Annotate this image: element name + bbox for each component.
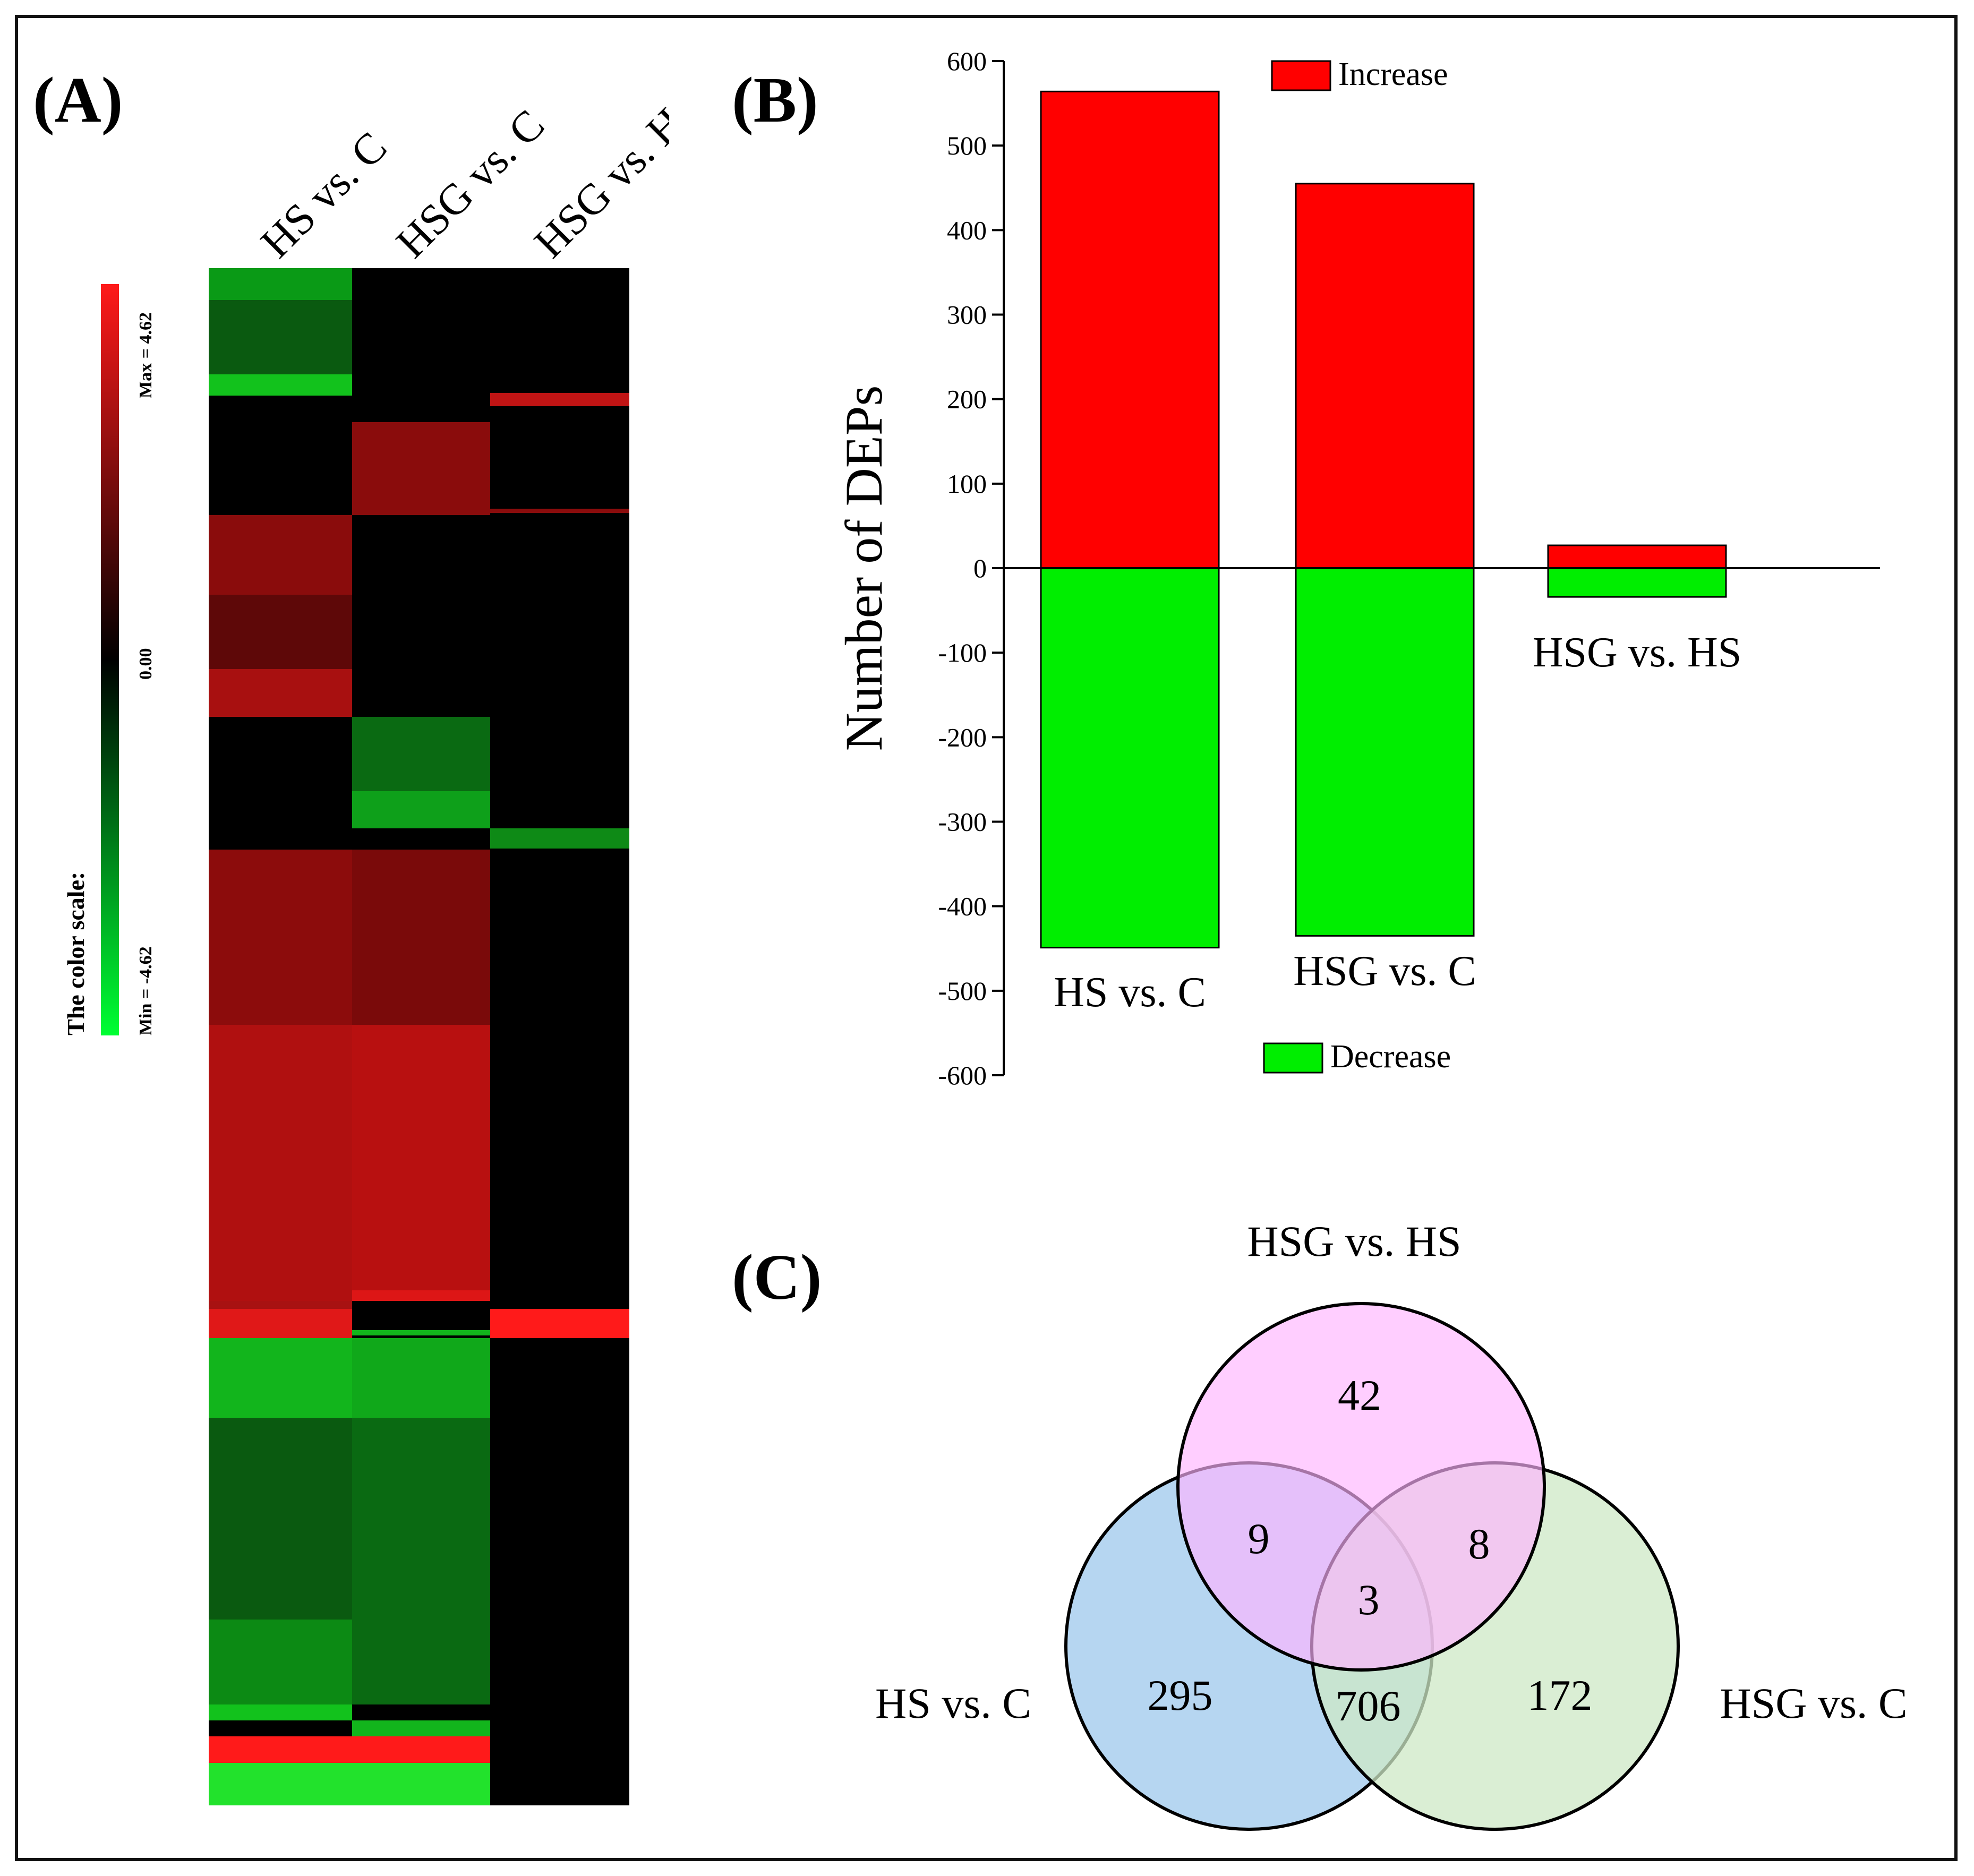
heatmap-cell bbox=[209, 1736, 352, 1763]
bar-y-tick-label: -600 bbox=[938, 1060, 987, 1090]
bar-y-tick-label: 100 bbox=[947, 469, 987, 499]
heatmap-cell bbox=[352, 422, 490, 515]
panel-b-label: (B) bbox=[732, 64, 818, 136]
heatmap-cell bbox=[352, 717, 490, 791]
heatmap-col-header: HSG vs. HS bbox=[525, 81, 669, 267]
color-scale-max-label: Max = 4.62 bbox=[136, 312, 156, 398]
bar-axis: 600 500 400 300 200 100 0 -100 -200 -300 -400 -500 -… bbox=[938, 46, 1880, 1090]
heatmap-cell bbox=[352, 1290, 490, 1301]
bar-y-tick-label: -300 bbox=[938, 807, 987, 837]
venn-set-label-hsg-vs-hs: HSG vs. HS bbox=[1247, 1217, 1461, 1265]
heatmap-cell bbox=[209, 1025, 352, 1301]
venn-count-hs-c-hsg-c: 706 bbox=[1336, 1682, 1401, 1730]
heatmap-cell bbox=[352, 1720, 490, 1736]
heatmap: HS vs. C HSG vs. C HSG vs. HS The color … bbox=[62, 81, 669, 1805]
heatmap-cell bbox=[209, 1620, 352, 1704]
legend-label-decrease: Decrease bbox=[1330, 1039, 1451, 1075]
bar-category-label: HS vs. C bbox=[1054, 969, 1206, 1016]
bar-category-label: HSG vs. HS bbox=[1533, 629, 1741, 676]
heatmap-cell bbox=[209, 300, 352, 374]
bar-y-tick-label: 200 bbox=[947, 384, 987, 414]
heatmap-col-header: HS vs. C bbox=[251, 123, 396, 267]
heatmap-cell bbox=[352, 791, 490, 828]
color-scale-bar bbox=[101, 284, 119, 1035]
heatmap-grid bbox=[209, 268, 629, 1805]
color-scale-title: The color scale: bbox=[62, 872, 89, 1035]
panel-a-label: (A) bbox=[33, 64, 123, 136]
heatmap-cell bbox=[352, 1763, 490, 1805]
venn-count-hs-c-hsg-hs: 9 bbox=[1248, 1514, 1270, 1563]
heatmap-cell bbox=[352, 1025, 490, 1290]
heatmap-cell bbox=[209, 1704, 352, 1720]
bar-category-label: HSG vs. C bbox=[1293, 948, 1476, 995]
bar-y-tick-label: -200 bbox=[938, 722, 987, 752]
heatmap-cell bbox=[209, 850, 352, 1025]
bar-chart: 600 500 400 300 200 100 0 -100 -200 -300 -400 -500 -… bbox=[834, 46, 1880, 1090]
heatmap-cell bbox=[490, 828, 629, 849]
legend-swatch-increase bbox=[1271, 60, 1331, 91]
bar-y-tick-label: -500 bbox=[938, 976, 987, 1006]
heatmap-cell bbox=[209, 1301, 352, 1309]
bar-y-tick-label: 300 bbox=[947, 300, 987, 330]
bar-decrease bbox=[1547, 567, 1727, 598]
bar-layer bbox=[1040, 90, 1727, 949]
venn-diagram: HSG vs. HS HS vs. C HSG vs. C 42 9 8 3 2… bbox=[875, 1217, 1908, 1831]
heatmap-cell bbox=[209, 595, 352, 669]
heatmap-cell bbox=[209, 268, 352, 300]
heatmap-cell bbox=[209, 515, 352, 595]
heatmap-cell bbox=[352, 1338, 490, 1418]
venn-count-hsg-c-hsg-hs: 8 bbox=[1468, 1520, 1490, 1568]
venn-count-only-hsg-vs-c: 172 bbox=[1527, 1671, 1593, 1719]
bar-y-tick-label: 600 bbox=[947, 46, 987, 76]
color-scale-mid-label: 0.00 bbox=[136, 648, 156, 680]
heatmap-cell bbox=[209, 1418, 352, 1620]
heatmap-cell bbox=[209, 1763, 352, 1805]
heatmap-cell bbox=[209, 669, 352, 717]
bar-decrease bbox=[1295, 567, 1475, 937]
figure-frame bbox=[15, 15, 1958, 1861]
venn-circle-hsg-vs-hs bbox=[1176, 1302, 1546, 1672]
heatmap-cell bbox=[490, 509, 629, 513]
heatmap-cell bbox=[490, 1309, 629, 1338]
heatmap-cell bbox=[352, 850, 490, 1025]
heatmap-cell bbox=[352, 1736, 490, 1763]
venn-set-label-hs-vs-c: HS vs. C bbox=[875, 1679, 1031, 1727]
bar-y-tick-label: -400 bbox=[938, 892, 987, 921]
heatmap-cell bbox=[209, 1338, 352, 1418]
bar-y-tick-label: -100 bbox=[938, 638, 987, 667]
heatmap-cell bbox=[490, 393, 629, 406]
color-scale-min-label: Min = -4.62 bbox=[136, 946, 156, 1035]
venn-count-only-hsg-vs-hs: 42 bbox=[1338, 1371, 1381, 1419]
bar-y-axis-title: Number of DEPs bbox=[834, 386, 893, 751]
bar-y-tick-label: 400 bbox=[947, 215, 987, 245]
bar-y-tick-label: 500 bbox=[947, 131, 987, 160]
heatmap-cell bbox=[209, 374, 352, 396]
legend-label-increase: Increase bbox=[1338, 56, 1448, 92]
venn-count-only-hs-vs-c: 295 bbox=[1148, 1671, 1213, 1719]
bar-increase bbox=[1295, 183, 1475, 569]
legend-swatch-decrease bbox=[1263, 1042, 1323, 1074]
heatmap-cell bbox=[209, 1309, 352, 1338]
heatmap-col-header: HSG vs. C bbox=[387, 100, 553, 267]
bar-increase bbox=[1547, 544, 1727, 569]
heatmap-cell bbox=[352, 1330, 490, 1335]
bar-y-tick-label: 0 bbox=[973, 553, 987, 583]
bar-decrease bbox=[1040, 567, 1220, 949]
venn-count-all-three: 3 bbox=[1358, 1575, 1380, 1624]
bar-increase bbox=[1040, 90, 1220, 569]
heatmap-cell bbox=[352, 1418, 490, 1704]
venn-set-label-hsg-vs-c: HSG vs. C bbox=[1720, 1679, 1907, 1727]
panel-c-label: (C) bbox=[732, 1241, 822, 1313]
